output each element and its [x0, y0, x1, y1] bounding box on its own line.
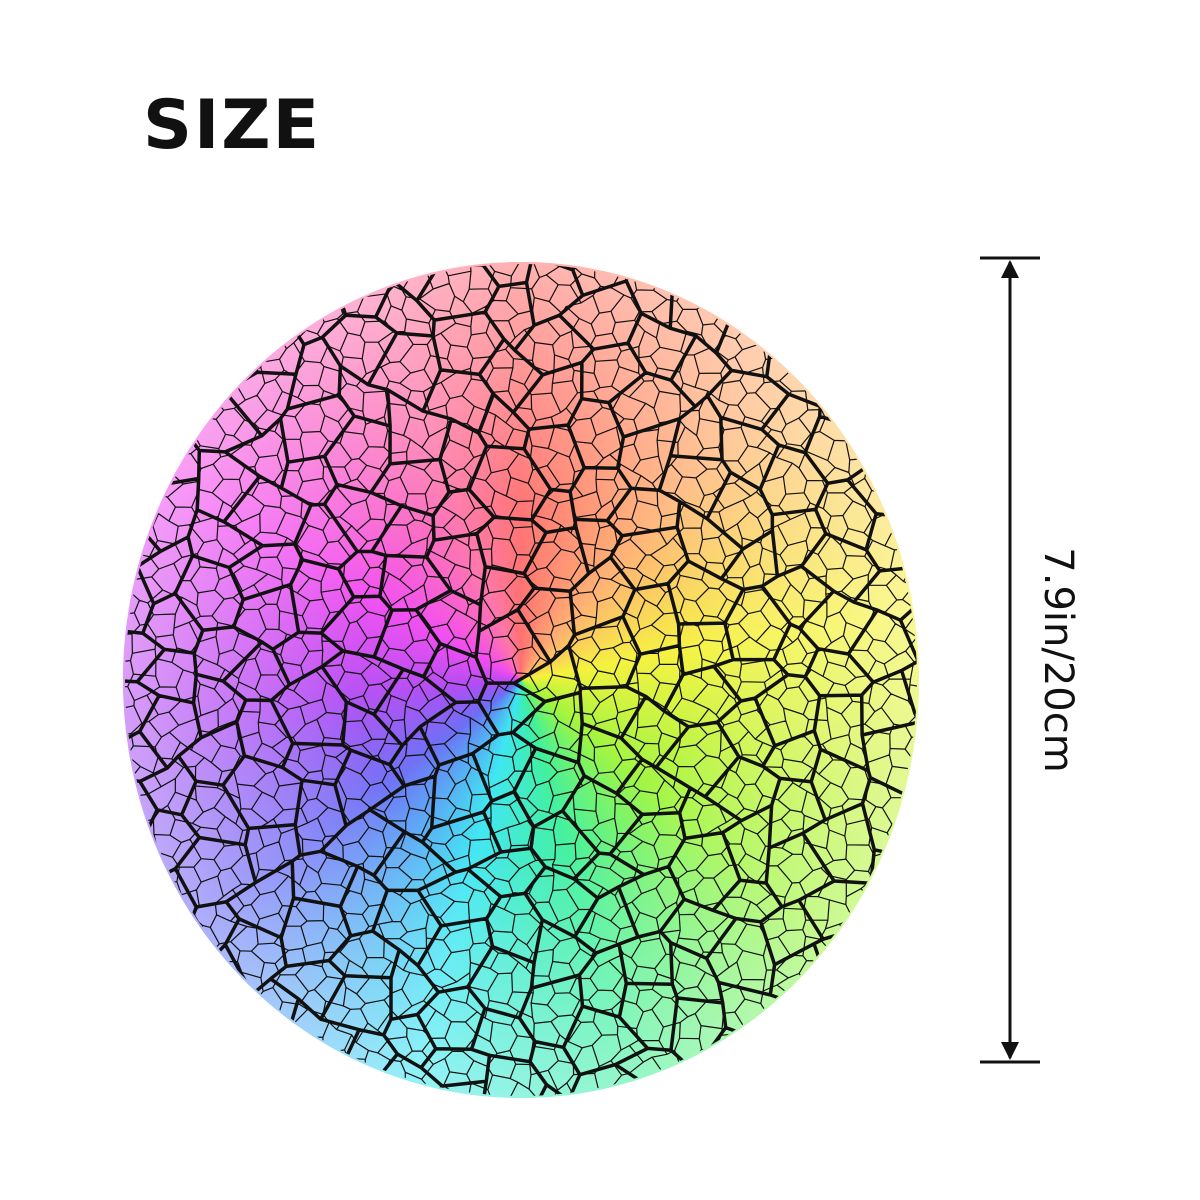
title: SIZE: [143, 86, 322, 165]
dimension-label: 7.9in/20cm: [1035, 547, 1081, 773]
crack-pattern: [125, 264, 917, 1096]
dimension-line: [980, 256, 1040, 1064]
